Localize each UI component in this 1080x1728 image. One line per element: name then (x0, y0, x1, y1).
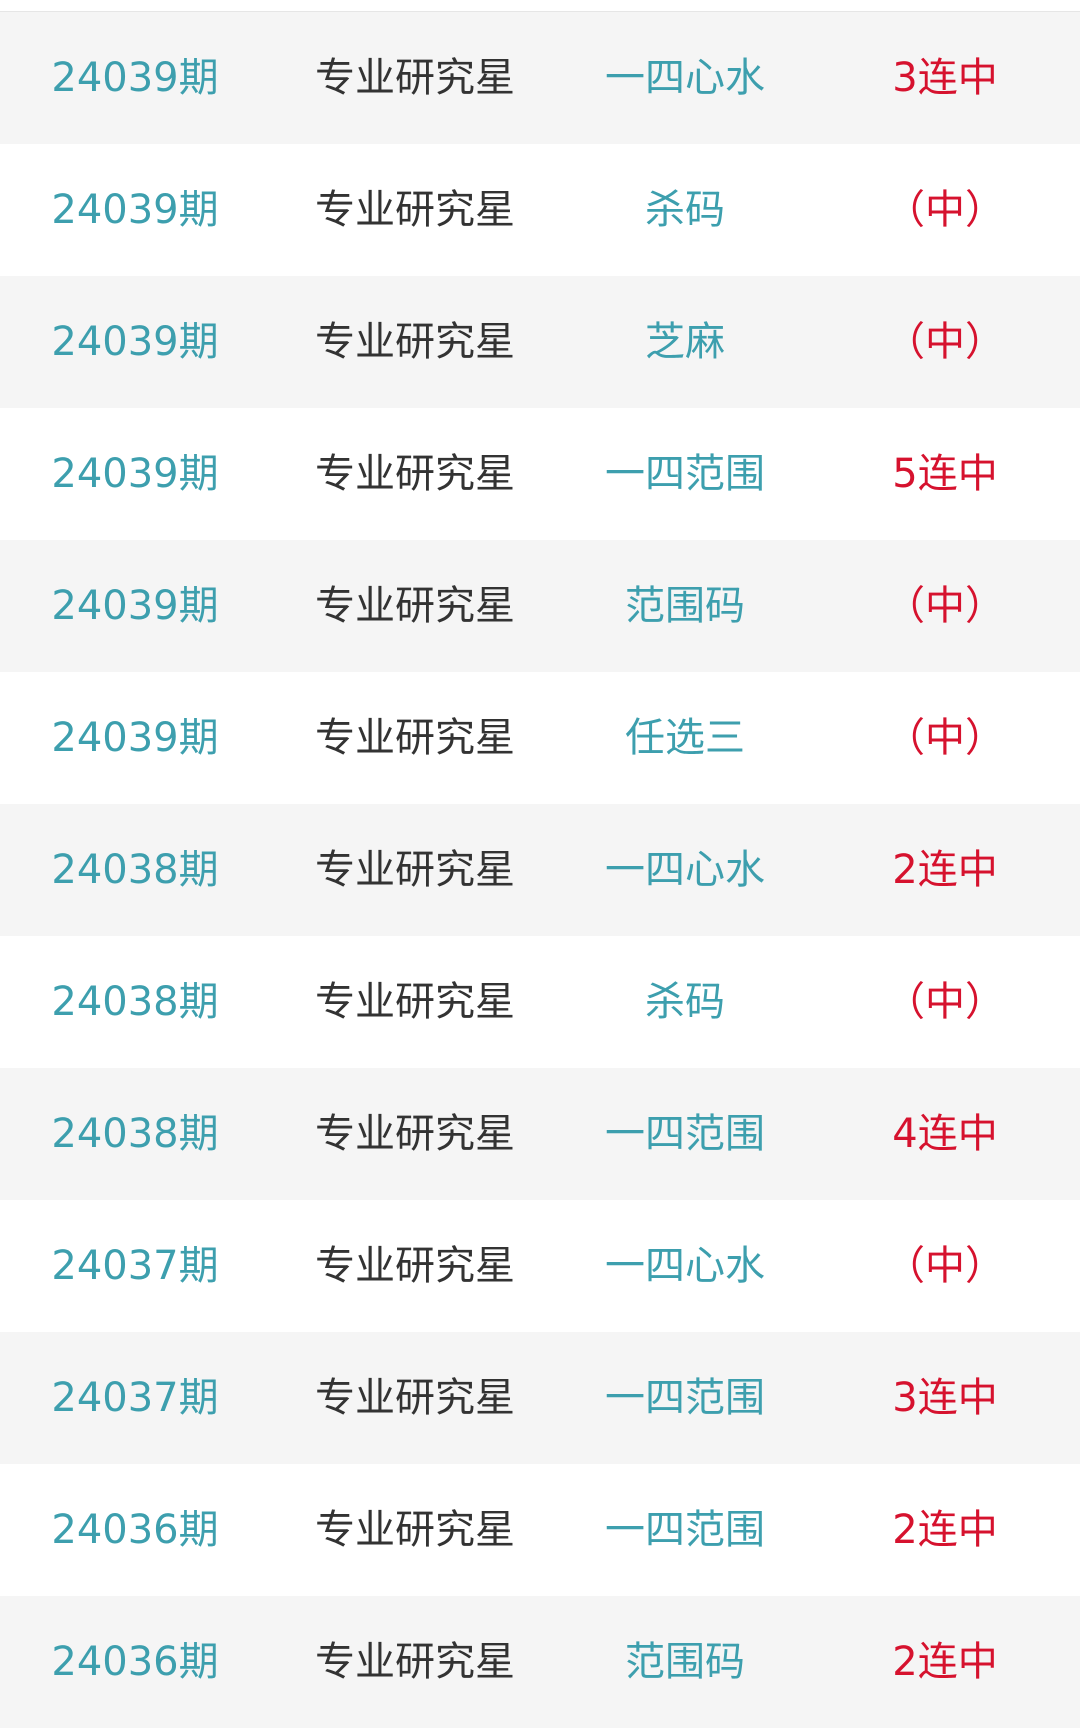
table-row[interactable]: 24039期 专业研究星 一四范围 5连中 (0, 408, 1080, 540)
table-row[interactable]: 24037期 专业研究星 一四心水 （中） (0, 1200, 1080, 1332)
issue-number: 24036期 (51, 1507, 219, 1553)
prediction-category: 芝麻 (645, 319, 725, 365)
table-row[interactable]: 24039期 专业研究星 任选三 （中） (0, 672, 1080, 804)
table-row[interactable]: 24038期 专业研究星 杀码 （中） (0, 936, 1080, 1068)
author-name: 专业研究星 (315, 319, 515, 365)
author-name: 专业研究星 (315, 1243, 515, 1289)
result-status: 2连中 (892, 1639, 998, 1685)
author-name: 专业研究星 (315, 1111, 515, 1157)
issue-number: 24037期 (51, 1243, 219, 1289)
issue-number: 24039期 (51, 55, 219, 101)
issue-number: 24039期 (51, 583, 219, 629)
top-divider (0, 0, 1080, 12)
prediction-category: 一四范围 (605, 1111, 765, 1157)
issue-number: 24039期 (51, 715, 219, 761)
result-status: 3连中 (892, 55, 998, 101)
prediction-category: 杀码 (645, 187, 725, 233)
author-name: 专业研究星 (315, 715, 515, 761)
prediction-category: 一四心水 (605, 55, 765, 101)
issue-number: 24038期 (51, 1111, 219, 1157)
table-row[interactable]: 24039期 专业研究星 一四心水 3连中 (0, 12, 1080, 144)
table-row[interactable]: 24038期 专业研究星 一四范围 4连中 (0, 1068, 1080, 1200)
table-row[interactable]: 24039期 专业研究星 杀码 （中） (0, 144, 1080, 276)
author-name: 专业研究星 (315, 187, 515, 233)
result-status: （中） (885, 583, 1005, 629)
issue-number: 24039期 (51, 451, 219, 497)
prediction-category: 一四心水 (605, 847, 765, 893)
author-name: 专业研究星 (315, 847, 515, 893)
author-name: 专业研究星 (315, 55, 515, 101)
author-name: 专业研究星 (315, 979, 515, 1025)
issue-number: 24039期 (51, 187, 219, 233)
results-list: 24039期 专业研究星 一四心水 3连中 24039期 专业研究星 杀码 （中） 24039期… (0, 12, 1080, 1728)
result-status: 2连中 (892, 1507, 998, 1553)
table-row[interactable]: 24039期 专业研究星 范围码 （中） (0, 540, 1080, 672)
issue-number: 24036期 (51, 1639, 219, 1685)
issue-number: 24037期 (51, 1375, 219, 1421)
author-name: 专业研究星 (315, 583, 515, 629)
table-row[interactable]: 24039期 专业研究星 芝麻 （中） (0, 276, 1080, 408)
table-row[interactable]: 24036期 专业研究星 范围码 2连中 (0, 1596, 1080, 1728)
issue-number: 24039期 (51, 319, 219, 365)
result-status: （中） (885, 187, 1005, 233)
result-status: 3连中 (892, 1375, 998, 1421)
author-name: 专业研究星 (315, 1639, 515, 1685)
prediction-category: 一四范围 (605, 1507, 765, 1553)
prediction-category: 任选三 (625, 715, 745, 761)
author-name: 专业研究星 (315, 1507, 515, 1553)
result-status: 5连中 (892, 451, 998, 497)
prediction-category: 一四范围 (605, 1375, 765, 1421)
prediction-category: 一四心水 (605, 1243, 765, 1289)
table-row[interactable]: 24038期 专业研究星 一四心水 2连中 (0, 804, 1080, 936)
author-name: 专业研究星 (315, 1375, 515, 1421)
result-status: （中） (885, 319, 1005, 365)
prediction-category: 杀码 (645, 979, 725, 1025)
prediction-category: 范围码 (625, 1639, 745, 1685)
table-row[interactable]: 24037期 专业研究星 一四范围 3连中 (0, 1332, 1080, 1464)
result-status: 4连中 (892, 1111, 998, 1157)
issue-number: 24038期 (51, 979, 219, 1025)
prediction-category: 一四范围 (605, 451, 765, 497)
result-status: （中） (885, 715, 1005, 761)
result-status: （中） (885, 979, 1005, 1025)
author-name: 专业研究星 (315, 451, 515, 497)
issue-number: 24038期 (51, 847, 219, 893)
result-status: 2连中 (892, 847, 998, 893)
prediction-category: 范围码 (625, 583, 745, 629)
result-status: （中） (885, 1243, 1005, 1289)
table-row[interactable]: 24036期 专业研究星 一四范围 2连中 (0, 1464, 1080, 1596)
